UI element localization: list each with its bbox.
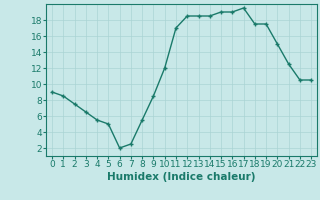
X-axis label: Humidex (Indice chaleur): Humidex (Indice chaleur) [107, 172, 256, 182]
